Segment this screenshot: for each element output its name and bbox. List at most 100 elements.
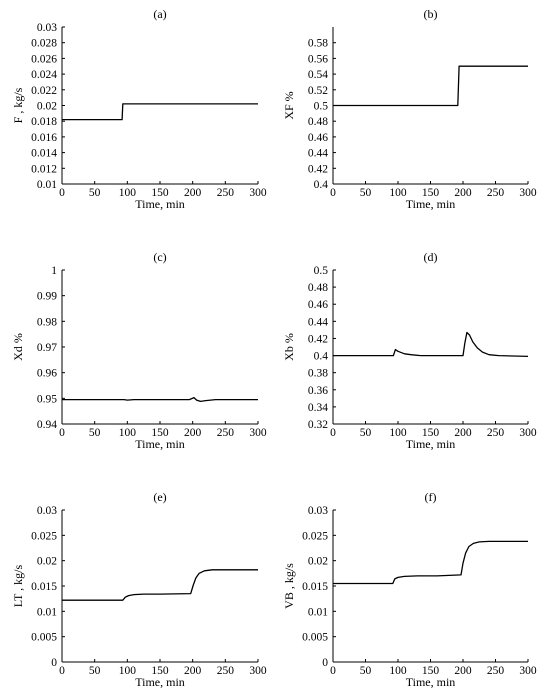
x-tick-label: 0 <box>330 187 336 199</box>
y-tick-label: 0.5 <box>314 265 329 277</box>
chart-title: (b) <box>424 7 438 21</box>
x-tick-label: 0 <box>59 665 65 677</box>
y-tick-label: 0.01 <box>308 606 328 618</box>
x-tick-label: 250 <box>487 427 505 439</box>
y-tick-label: 0.54 <box>308 69 328 81</box>
y-tick-label: 0.025 <box>302 530 328 542</box>
y-tick-label: 0 <box>322 657 328 669</box>
y-axis-label: VB , kg/s <box>282 563 296 609</box>
y-tick-label: 0.01 <box>37 179 57 191</box>
y-tick-label: 0.44 <box>308 148 328 160</box>
y-tick-label: 0.5 <box>314 101 329 113</box>
y-tick-label: 0.028 <box>31 38 57 50</box>
x-tick-label: 250 <box>217 187 235 199</box>
y-tick-label: 0.024 <box>31 69 57 81</box>
x-tick-label: 50 <box>89 427 101 439</box>
y-axis-label: Xb % <box>282 333 296 361</box>
y-tick-label: 0.025 <box>31 530 57 542</box>
x-tick-label: 300 <box>519 427 537 439</box>
y-tick-label: 1 <box>51 265 57 277</box>
x-tick-label: 100 <box>119 187 137 199</box>
y-tick-label: 0.02 <box>37 556 57 568</box>
x-tick-label: 150 <box>422 665 440 677</box>
chart-title: (a) <box>153 7 166 21</box>
series-line <box>62 569 258 601</box>
x-tick-label: 50 <box>89 665 101 677</box>
y-tick-label: 0.016 <box>31 132 57 144</box>
y-tick-label: 0.34 <box>308 402 328 414</box>
y-tick-label: 0.005 <box>302 632 328 644</box>
chart-panel-5: 0 50 100 150 200 250 300 0 0.005 0.01 0.015 0.02 0.0… <box>282 490 537 689</box>
x-tick-label: 200 <box>184 427 202 439</box>
series-line <box>62 396 258 403</box>
chart-title: (f) <box>425 490 437 504</box>
y-tick-label: 0.48 <box>308 282 328 294</box>
y-tick-label: 0.46 <box>308 132 328 144</box>
x-tick-label: 250 <box>217 427 235 439</box>
x-tick-label: 250 <box>487 665 505 677</box>
y-tick-label: 0.99 <box>37 291 57 303</box>
y-tick-label: 0.005 <box>31 632 57 644</box>
y-axis-label: F , kg/s <box>11 87 25 123</box>
x-axis-label: Time, min <box>135 197 185 211</box>
y-tick-label: 0.32 <box>308 419 328 431</box>
y-tick-label: 0.42 <box>308 163 328 175</box>
x-tick-label: 150 <box>422 187 440 199</box>
y-axis-label: XF % <box>282 91 296 119</box>
x-tick-label: 50 <box>360 427 372 439</box>
chart-title: (d) <box>424 250 438 264</box>
y-tick-label: 0.015 <box>31 581 57 593</box>
y-tick-label: 0.018 <box>31 116 57 128</box>
y-tick-label: 0.95 <box>37 393 57 405</box>
x-tick-label: 300 <box>519 187 537 199</box>
y-tick-label: 0.03 <box>37 505 57 517</box>
series-line <box>333 65 528 107</box>
y-tick-label: 0.03 <box>37 22 57 34</box>
y-tick-label: 0 <box>51 657 57 669</box>
x-axis-label: Time, min <box>406 197 456 211</box>
y-tick-label: 0.014 <box>31 148 57 160</box>
x-axis-label: Time, min <box>406 437 456 451</box>
x-tick-label: 150 <box>422 427 440 439</box>
y-tick-label: 0.46 <box>308 299 328 311</box>
x-tick-label: 0 <box>59 187 65 199</box>
y-tick-label: 0.015 <box>302 581 328 593</box>
x-tick-label: 0 <box>330 665 336 677</box>
x-tick-label: 150 <box>151 665 169 677</box>
x-tick-label: 100 <box>389 665 407 677</box>
x-tick-label: 200 <box>454 665 472 677</box>
x-tick-label: 200 <box>454 427 472 439</box>
x-tick-label: 300 <box>249 665 267 677</box>
y-tick-label: 0.012 <box>31 163 57 175</box>
y-tick-label: 0.98 <box>37 316 57 328</box>
x-axis-label: Time, min <box>135 675 185 689</box>
x-tick-label: 200 <box>454 187 472 199</box>
y-tick-label: 0.42 <box>308 333 328 345</box>
chart-panel-0: 0 50 100 150 200 250 300 0.01 0.012 0.014 0.016 0.0… <box>11 7 267 211</box>
x-tick-label: 100 <box>119 427 137 439</box>
chart-panel-2: 0 50 100 150 200 250 300 0.94 0.95 0.96 0.97 0.98 0.… <box>11 250 267 451</box>
y-tick-label: 0.4 <box>314 179 329 191</box>
chart-panel-1: 0 50 100 150 200 250 300 0.4 0.42 0.44 0.46 0.48 0.5… <box>282 7 537 211</box>
x-tick-label: 100 <box>119 665 137 677</box>
y-tick-label: 0.48 <box>308 116 328 128</box>
x-axis-label: Time, min <box>406 675 456 689</box>
series-line <box>333 540 528 585</box>
x-tick-label: 100 <box>389 427 407 439</box>
x-tick-label: 250 <box>487 187 505 199</box>
chart-title: (c) <box>153 250 166 264</box>
x-tick-label: 300 <box>249 187 267 199</box>
y-tick-label: 0.4 <box>314 351 329 363</box>
x-tick-label: 200 <box>184 665 202 677</box>
y-tick-label: 0.44 <box>308 316 328 328</box>
x-tick-label: 50 <box>89 187 101 199</box>
y-tick-label: 0.026 <box>31 53 57 65</box>
series-line <box>62 103 258 121</box>
y-tick-label: 0.96 <box>37 368 57 380</box>
y-tick-label: 0.97 <box>37 342 57 354</box>
chart-panel-4: 0 50 100 150 200 250 300 0 0.005 0.01 0.015 0.02 0.0… <box>11 490 267 689</box>
y-tick-label: 0.02 <box>308 556 328 568</box>
x-tick-label: 50 <box>360 187 372 199</box>
y-tick-label: 0.52 <box>308 85 328 97</box>
